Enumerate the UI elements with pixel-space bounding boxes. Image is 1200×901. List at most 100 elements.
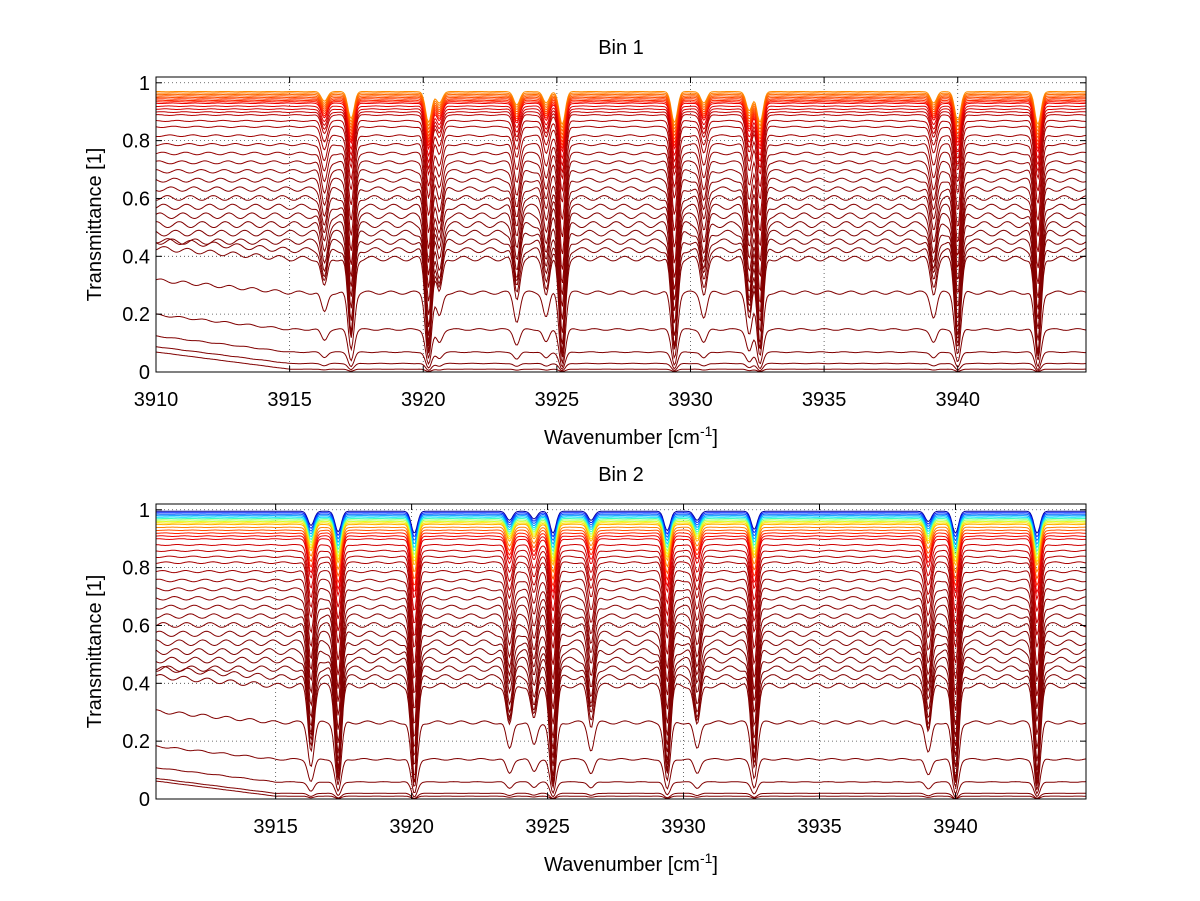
series-line [155, 335, 1086, 371]
series-line [155, 535, 1086, 595]
series-line [156, 510, 1086, 534]
series-layer [155, 510, 1087, 800]
series-line [156, 520, 1086, 560]
series-line [155, 125, 1087, 204]
series-line [155, 780, 1086, 800]
series-line [155, 604, 1087, 725]
x-axis-label-suffix: ] [712, 427, 718, 449]
series-line [156, 92, 1086, 129]
series-line [155, 114, 1087, 181]
series-line [155, 555, 1087, 637]
x-tick-label: 3940 [935, 389, 980, 411]
y-tick-label: 0 [139, 362, 150, 384]
chart-panel-bin-2: 3915 3920 3925 3930 3935 3940 0 0.2 0.4 0.6 0.8 1 B… [84, 464, 1087, 876]
tick-layer: 3910 3915 3920 3925 3930 3935 3940 0 0.2 0.4 0.6 0.… [122, 73, 1086, 411]
series-line [156, 516, 1086, 549]
x-tick-label: 3915 [267, 389, 312, 411]
series-line [156, 105, 1087, 160]
x-tick-label: 3920 [389, 816, 434, 838]
series-line [155, 587, 1087, 697]
tick-layer: 3915 3920 3925 3930 3935 3940 0 0.2 0.4 0.6 0.8 1 [122, 500, 1086, 838]
series-line [155, 168, 1087, 285]
series-line [155, 111, 1087, 174]
chart-panel-bin-1: 3910 3915 3920 3925 3930 3935 3940 0 0.2 0.4 0.6 0.… [84, 37, 1087, 449]
series-line [155, 313, 1087, 368]
series-line [155, 246, 1087, 358]
y-tick-label: 1 [139, 73, 150, 95]
y-tick-label: 0 [139, 789, 150, 811]
series-line [156, 90, 1087, 126]
series-line [156, 522, 1086, 564]
x-tick-label: 3935 [802, 389, 847, 411]
x-axis-label-main: Wavenumber [cm [544, 854, 700, 876]
series-line [155, 195, 1087, 320]
x-tick-label: 3935 [797, 816, 842, 838]
chart-title: Bin 2 [598, 464, 644, 486]
series-line [155, 212, 1087, 345]
y-tick-label: 0.4 [122, 673, 150, 695]
y-tick-label: 0.8 [122, 131, 150, 153]
series-line [156, 512, 1086, 538]
series-line [155, 767, 1087, 798]
x-tick-label: 3915 [253, 816, 298, 838]
series-line [156, 519, 1086, 556]
series-line [155, 278, 1087, 365]
series-line [155, 745, 1087, 795]
series-line [155, 186, 1087, 310]
x-tick-label: 3940 [933, 816, 978, 838]
series-line [155, 544, 1087, 614]
x-tick-label: 3910 [134, 389, 179, 411]
series-line [155, 778, 1087, 799]
series-line [155, 119, 1087, 193]
x-axis-label-superscript: -1 [700, 850, 713, 866]
axes-frame [155, 76, 1087, 373]
series-line [156, 515, 1086, 546]
x-tick-label: 3930 [661, 816, 706, 838]
y-tick-label: 0.6 [122, 188, 150, 210]
series-line [155, 526, 1086, 574]
series-line [155, 346, 1086, 372]
y-tick-label: 0.2 [122, 304, 150, 326]
x-axis-label-main: Wavenumber [cm [544, 427, 700, 449]
series-layer [155, 90, 1087, 373]
series-line [156, 96, 1087, 140]
series-line [155, 578, 1087, 682]
series-line [155, 656, 1087, 783]
series-line [155, 102, 1087, 154]
series-line [156, 513, 1086, 542]
y-axis-label: Transmittance [1] [84, 148, 106, 302]
series-line [156, 93, 1086, 133]
series-line [156, 517, 1087, 553]
series-line [155, 569, 1087, 666]
axes-frame [155, 503, 1087, 800]
x-tick-label: 3930 [668, 389, 713, 411]
y-tick-label: 0.8 [122, 558, 150, 580]
series-line [155, 549, 1086, 625]
series-line [156, 99, 1087, 147]
y-tick-label: 0.4 [122, 246, 150, 268]
y-tick-label: 1 [139, 500, 150, 522]
series-line [155, 221, 1087, 353]
series-line [155, 351, 1086, 373]
series-line [155, 151, 1087, 255]
series-line [155, 523, 1086, 567]
series-line [155, 160, 1087, 270]
x-axis-label-superscript: -1 [700, 423, 713, 439]
series-line [155, 613, 1087, 739]
x-tick-label: 3925 [535, 389, 580, 411]
series-line [155, 142, 1087, 238]
y-axis-label: Transmittance [1] [84, 575, 106, 729]
series-line [155, 622, 1087, 750]
series-line [155, 177, 1087, 299]
series-line [156, 529, 1087, 581]
x-axis-label: Wavenumber [cm-1] [544, 423, 718, 449]
series-line [156, 95, 1087, 136]
series-line [155, 709, 1087, 791]
x-tick-label: 3920 [401, 389, 446, 411]
series-line [155, 238, 1087, 356]
series-line [156, 538, 1087, 601]
series-line [155, 229, 1087, 357]
grid-lines [156, 504, 1086, 799]
chart-title: Bin 1 [598, 37, 644, 59]
